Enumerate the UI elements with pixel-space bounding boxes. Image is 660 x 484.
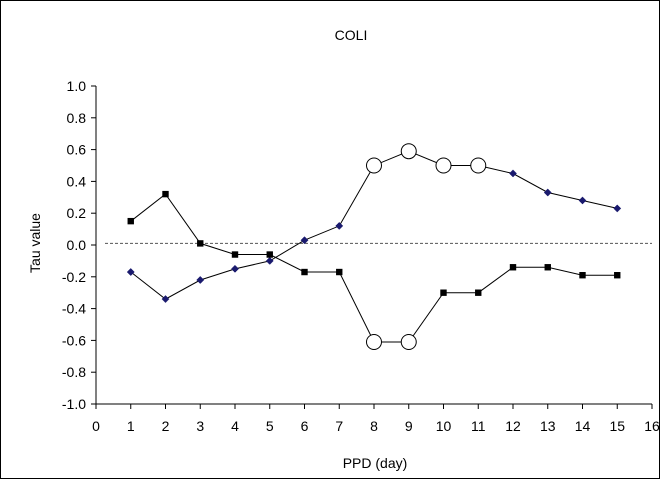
series-2-point-significant	[400, 333, 417, 350]
series-2-point	[127, 217, 134, 225]
y-tick-label: -0.8	[62, 364, 86, 380]
series-2-point	[231, 251, 239, 258]
x-tick-label: 10	[436, 418, 452, 434]
series-2-point	[544, 264, 551, 271]
x-tick-label: 4	[231, 418, 239, 434]
plot-area: 1.0 0.8 0.6 0.4 0.2 0.0 -0.2 -0.4 -0.6 -0.8 -1.0 0 1…	[62, 78, 660, 434]
series-1-point	[161, 295, 170, 304]
series-1-point-significant	[470, 157, 487, 174]
chart-title: COLI	[335, 27, 368, 43]
series-1-point	[613, 204, 622, 213]
series-1-point	[265, 256, 274, 265]
y-tick-label: -1.0	[62, 396, 86, 412]
series-1-point	[335, 221, 344, 230]
series-1-point	[509, 169, 517, 178]
series-2-point	[266, 251, 273, 258]
series-2-point	[614, 272, 621, 279]
series-1-point-significant	[366, 157, 382, 174]
x-tick-label: 9	[405, 418, 413, 434]
series-2-point	[162, 190, 169, 198]
series-1-point-significant	[400, 143, 417, 160]
y-tick-label: -0.4	[62, 301, 86, 317]
series-2-point	[440, 289, 447, 296]
x-tick-label: 11	[471, 418, 486, 434]
series-2-point	[336, 268, 343, 276]
x-tick-label: 14	[575, 418, 591, 434]
series-1-point-significant	[435, 157, 452, 174]
x-tick-label: 0	[92, 418, 100, 434]
x-tick-label: 16	[644, 418, 660, 434]
x-tick-label: 6	[301, 418, 309, 434]
series-1-point	[543, 188, 552, 197]
x-axis-label: PPD (day)	[343, 455, 408, 471]
series-1-point	[196, 276, 205, 284]
series-2-point	[579, 272, 586, 279]
series-1-point	[126, 268, 135, 276]
x-tick-label: 3	[196, 418, 204, 434]
x-tick-label: 13	[540, 418, 556, 434]
x-tick-label: 1	[127, 418, 135, 434]
series-2-point	[475, 289, 482, 296]
series-2-point	[509, 264, 517, 271]
y-tick-label: 0.4	[67, 173, 87, 189]
x-tick-label: 2	[162, 418, 170, 434]
y-tick-label: 0.0	[67, 237, 87, 253]
series-1-point	[578, 196, 587, 205]
series-2-point	[301, 268, 308, 276]
series-1-point	[300, 236, 309, 245]
x-tick-label: 15	[609, 418, 625, 434]
y-tick-label: 0.2	[67, 205, 87, 221]
series-2-point	[197, 240, 204, 247]
y-tick-label: -0.2	[62, 269, 86, 285]
y-tick-label: 0.6	[67, 142, 87, 158]
y-tick-label: 1.0	[67, 78, 87, 94]
y-tick-label: 0.8	[67, 110, 87, 126]
x-tick-label: 8	[370, 418, 378, 434]
y-axis-label: Tau value	[27, 213, 43, 273]
y-tick-label: -0.6	[62, 332, 86, 348]
series-2-point-significant	[366, 333, 382, 350]
x-tick-label: 12	[505, 418, 521, 434]
x-tick-label: 7	[335, 418, 343, 434]
x-tick-label: 5	[266, 418, 274, 434]
series-1-point	[231, 264, 239, 273]
